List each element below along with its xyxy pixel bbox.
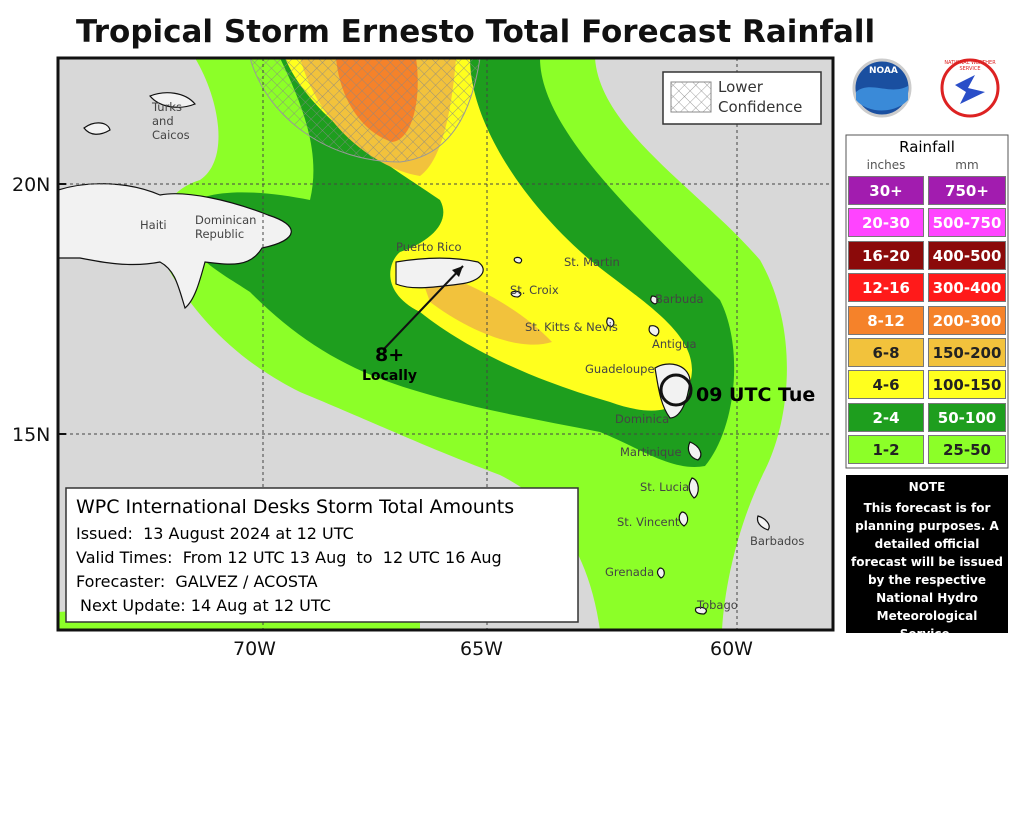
- legend-swatch: 4-6: [848, 370, 924, 400]
- legend-swatch: 12-16: [848, 273, 924, 303]
- legend-swatch: 16-20: [848, 240, 924, 270]
- noaa-logo-wave: [856, 86, 908, 111]
- place-label: Puerto Rico: [396, 240, 462, 254]
- place-label: Dominican Republic: [195, 213, 257, 241]
- place-label: St. Kitts & Nevis: [525, 320, 618, 334]
- rain-area: [418, 268, 552, 345]
- legend-swatch: 1-2: [848, 435, 924, 465]
- legend-row: 6-8 150-200: [846, 338, 1008, 367]
- legend-swatch: 200-300: [928, 305, 1006, 335]
- annotation-value: 8+: [375, 344, 405, 366]
- info-line: Issued: 13 August 2024 at 12 UTC: [76, 524, 354, 543]
- place-label: Antigua: [652, 337, 697, 351]
- legend-title: Rainfall: [899, 138, 955, 156]
- legend-swatch: 750+: [928, 176, 1006, 205]
- annotation-note: Locally: [362, 368, 418, 384]
- info-lines: Issued: 13 August 2024 at 12 UTC Valid Ti…: [76, 522, 502, 618]
- place-label: St. Lucia: [640, 480, 690, 494]
- legend-row: 4-6 100-150: [846, 370, 1008, 400]
- map-frame: [56, 56, 835, 632]
- legend-row: 30+ 750+: [846, 176, 1008, 205]
- nws-logo: [940, 58, 1000, 118]
- arrow-head: [452, 266, 463, 277]
- legend-swatch: 150-200: [928, 338, 1006, 367]
- info-box: [65, 487, 579, 623]
- note-text: This forecast is for planning purposes. …: [851, 501, 1003, 641]
- place-label: Tobago: [697, 598, 738, 612]
- storm-position: [659, 373, 693, 407]
- legend-row: 2-4 50-100: [846, 402, 1008, 432]
- legend-swatch: 500-750: [928, 208, 1006, 238]
- lon-label: 60W: [710, 638, 753, 660]
- nws-logo-bolt: [955, 75, 985, 104]
- place-label: St. Vincent: [617, 515, 680, 529]
- logo-text: NATIONAL WEATHER SERVICE: [944, 60, 996, 72]
- note-title: NOTE: [908, 480, 946, 494]
- logo-text: NOAA: [869, 66, 898, 76]
- place-label: Turks and Caicos: [152, 100, 190, 142]
- place-label: St. Martin: [564, 255, 620, 269]
- info-line: Valid Times: From 12 UTC 13 Aug to 12 UT…: [76, 548, 502, 567]
- lon-label: 65W: [460, 638, 503, 660]
- legend-unit: mm: [955, 158, 979, 172]
- place-label: Dominica: [615, 412, 670, 426]
- annotation-arrow: [382, 265, 464, 351]
- legend-swatch: 20-30: [848, 208, 924, 238]
- land: [58, 92, 770, 615]
- legend-swatch: 300-400: [928, 273, 1006, 303]
- confidence-swatch: [670, 81, 712, 113]
- legend-row: 12-16 300-400: [846, 273, 1008, 303]
- legend-swatch: 2-4: [848, 402, 924, 432]
- legend-row: 1-2 25-50: [846, 435, 1008, 465]
- lower-confidence-area: [249, 58, 481, 163]
- place-label: Guadeloupe: [585, 362, 655, 376]
- place-label: Grenada: [605, 565, 655, 579]
- place-label: St. Croix: [510, 283, 559, 297]
- info-title: WPC International Desks Storm Total Amou…: [76, 496, 515, 518]
- lat-label: 15N: [12, 424, 51, 446]
- rainfall-areas: [58, 58, 833, 630]
- legend-swatch: 100-150: [928, 370, 1006, 400]
- note-box: [846, 475, 1008, 633]
- legend-row: 20-30 500-750: [846, 208, 1008, 238]
- legend-row: 8-12 200-300: [846, 305, 1008, 335]
- legend-swatch: 30+: [848, 176, 924, 205]
- legend-row: 16-20 400-500: [846, 240, 1008, 270]
- lat-label: 20N: [12, 174, 51, 196]
- legend-swatch: 6-8: [848, 338, 924, 367]
- place-label: Haiti: [140, 218, 167, 232]
- legend-swatch: 8-12: [848, 305, 924, 335]
- legend-swatch: 400-500: [928, 240, 1006, 270]
- legend-swatch: 25-50: [928, 435, 1006, 465]
- place-label: Barbados: [750, 534, 805, 548]
- storm-label: 09 UTC Tue: [696, 384, 816, 406]
- place-label: Martinique: [620, 445, 682, 459]
- info-line: Next Update: 14 Aug at 12 UTC: [80, 596, 331, 615]
- place-label: Barbuda: [655, 292, 704, 306]
- title: Tropical Storm Ernesto Total Forecast Ra…: [76, 14, 876, 50]
- confidence-label: Lower Confidence: [718, 78, 803, 116]
- legend-swatch: 50-100: [928, 402, 1006, 432]
- legend-unit: inches: [866, 158, 906, 172]
- lon-label: 70W: [233, 638, 276, 660]
- info-line: Forecaster: GALVEZ / ACOSTA: [76, 572, 318, 591]
